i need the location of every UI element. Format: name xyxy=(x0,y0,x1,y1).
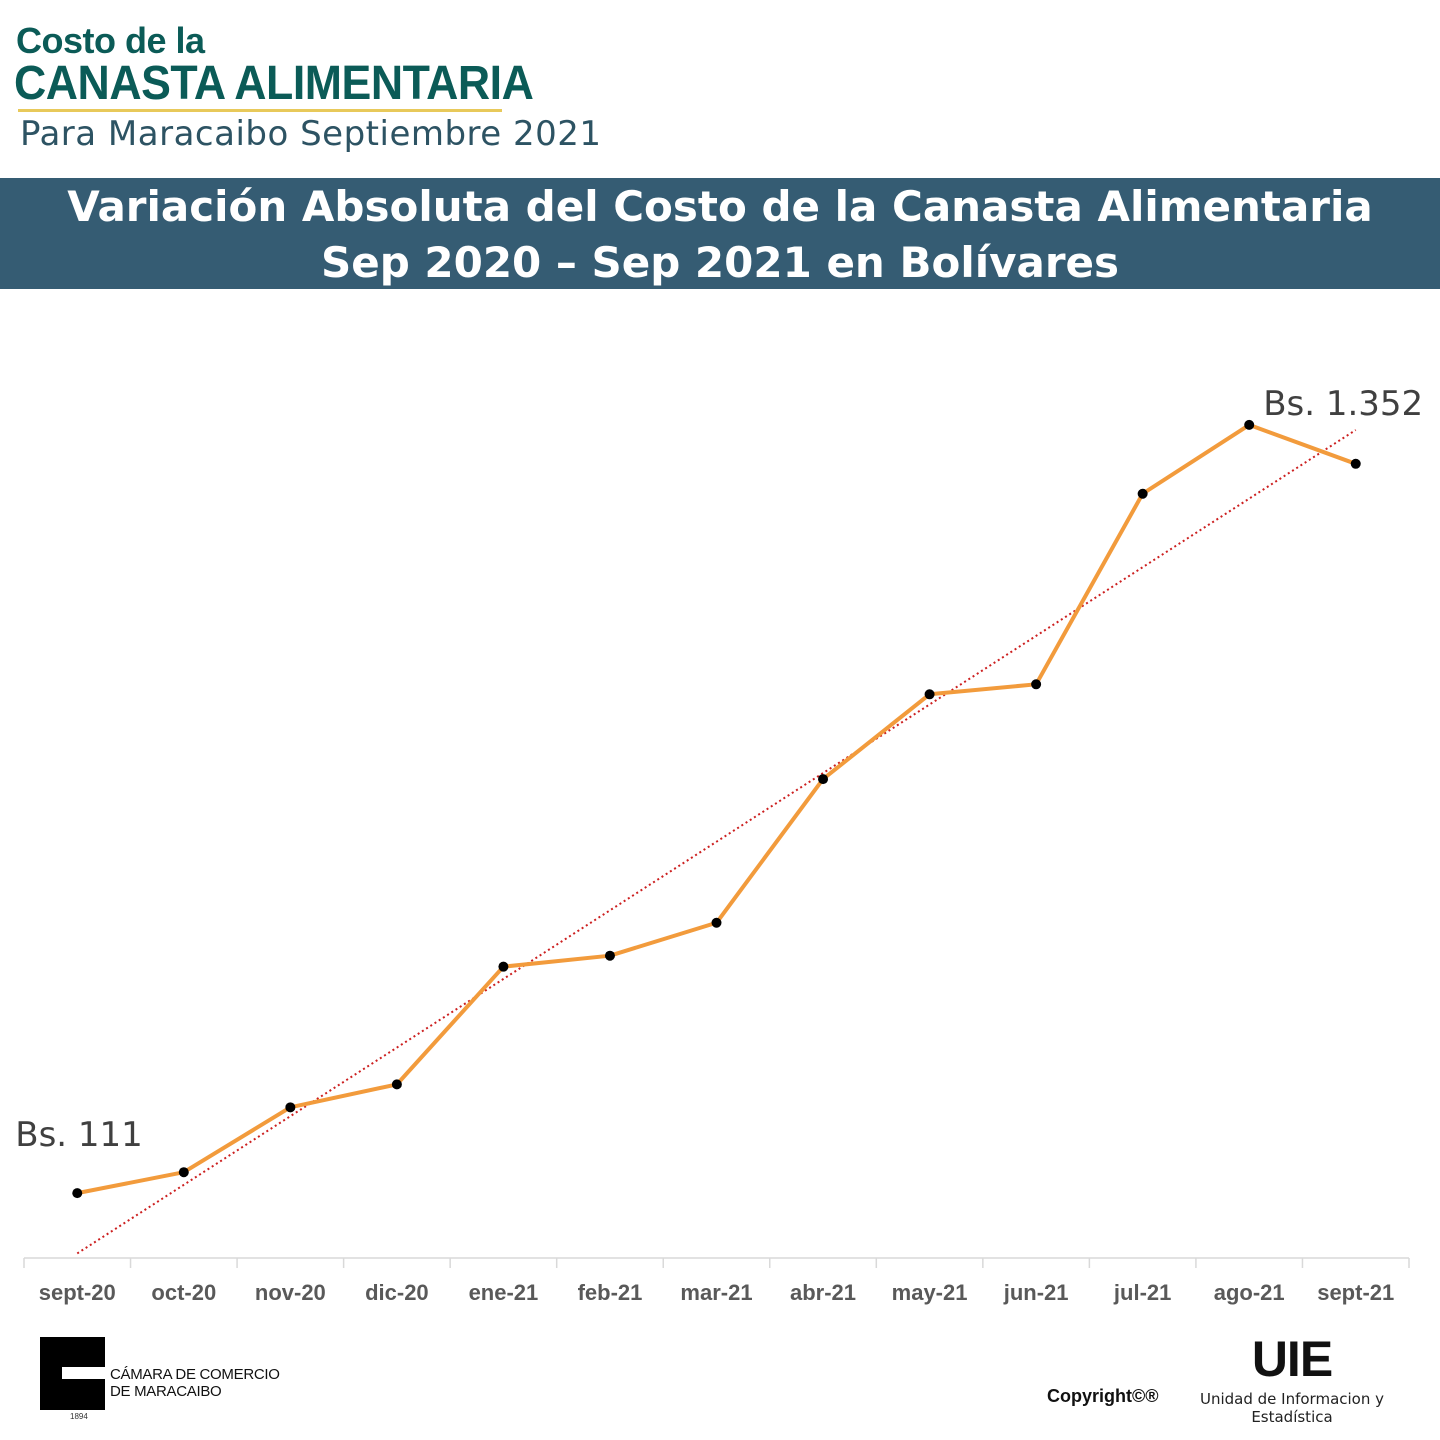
x-tick-label: ene-21 xyxy=(469,1280,539,1305)
data-point xyxy=(1137,488,1148,499)
x-tick-label: ago-21 xyxy=(1214,1280,1285,1305)
data-point xyxy=(924,689,935,700)
header-title-line1: Costo de la xyxy=(16,20,205,61)
annotation-label: Bs. 111 xyxy=(15,1115,143,1155)
x-tick-label: sept-20 xyxy=(39,1280,116,1305)
x-tick-label: mar-21 xyxy=(680,1280,752,1305)
x-tick-label: jun-21 xyxy=(1003,1280,1069,1305)
camara-logo-text-line1: CÁMARA DE COMERCIO xyxy=(110,1366,280,1383)
data-point xyxy=(1350,458,1361,469)
series-line xyxy=(76,422,1357,1196)
chart-title-line2: Sep 2020 – Sep 2021 en Bolívares xyxy=(320,238,1120,287)
camara-logo-text: CÁMARA DE COMERCIO DE MARACAIBO xyxy=(110,1366,280,1400)
x-tick-label: feb-21 xyxy=(578,1280,643,1305)
data-point xyxy=(711,917,722,928)
uie-subtitle: Unidad de Informacion y Estadística xyxy=(1190,1390,1394,1426)
data-point xyxy=(178,1167,189,1178)
data-point xyxy=(818,774,829,785)
x-tick-label: jul-21 xyxy=(1113,1280,1171,1305)
x-tick-label: nov-20 xyxy=(255,1280,326,1305)
uie-logo: UIE xyxy=(1251,1331,1333,1387)
data-point xyxy=(285,1102,296,1113)
data-point xyxy=(498,961,509,972)
camara-logo-year: 1894 xyxy=(70,1412,88,1421)
uie-subtitle-line1: Unidad de Informacion y xyxy=(1199,1390,1384,1408)
trendline xyxy=(76,429,1357,1255)
header-divider xyxy=(18,109,502,112)
uie-subtitle-line2: Estadística xyxy=(1251,1408,1333,1426)
data-point xyxy=(1031,679,1042,690)
chart-title-line1: Variación Absoluta del Costo de la Canas… xyxy=(67,182,1373,231)
x-tick-label: may-21 xyxy=(892,1280,968,1305)
camara-logo-text-line2: DE MARACAIBO xyxy=(110,1383,222,1400)
data-point xyxy=(391,1079,402,1090)
x-tick-label: oct-20 xyxy=(151,1280,216,1305)
annotation-label: Bs. 1.352 xyxy=(1263,384,1423,424)
x-tick-label: abr-21 xyxy=(790,1280,856,1305)
x-tick-label: dic-20 xyxy=(365,1280,429,1305)
header-title-line2: CANASTA ALIMENTARIA xyxy=(14,57,534,110)
x-tick-label: sept-21 xyxy=(1317,1280,1394,1305)
chart-title-banner: Variación Absoluta del Costo de la Canas… xyxy=(0,178,1440,289)
data-point xyxy=(72,1188,83,1199)
copyright-text: Copyright©® xyxy=(1047,1386,1159,1406)
data-point xyxy=(604,950,615,961)
header-subtitle: Para Maracaibo Septiembre 2021 xyxy=(20,114,602,154)
data-point xyxy=(1244,419,1255,430)
camara-logo-icon xyxy=(40,1337,105,1410)
